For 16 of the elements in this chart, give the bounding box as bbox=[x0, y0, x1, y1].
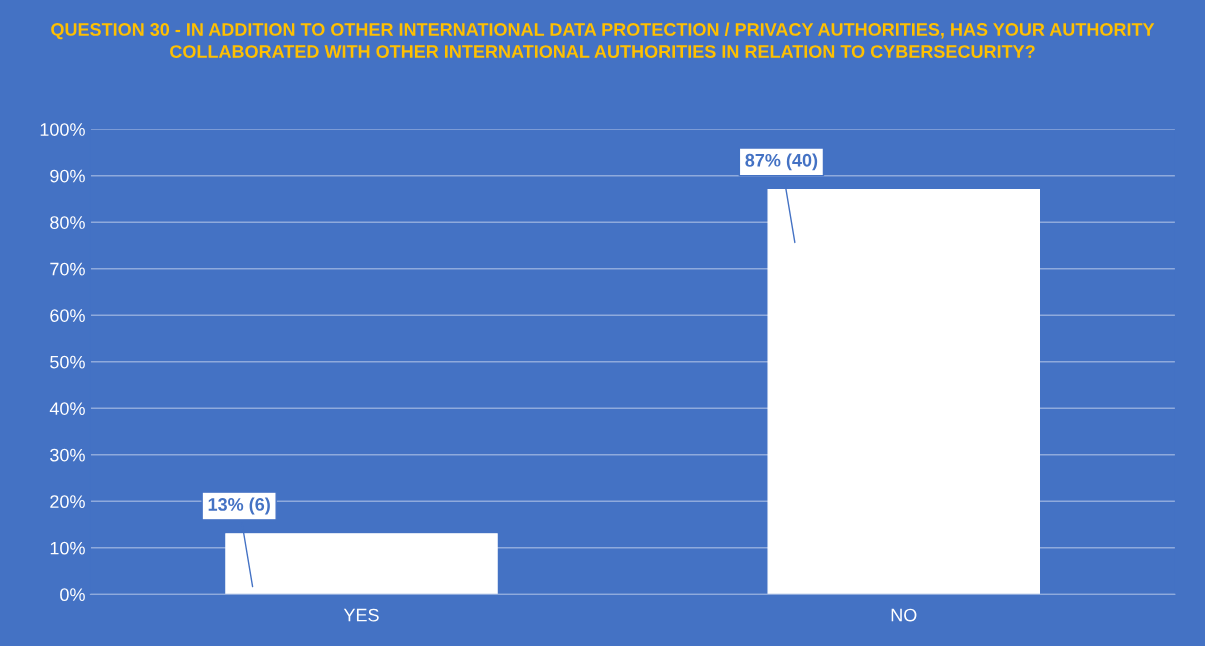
y-tick-label: 60% bbox=[50, 309, 85, 322]
x-tick-label: NO bbox=[891, 608, 917, 622]
y-tick-label: 50% bbox=[50, 355, 85, 369]
y-tick-label: 100% bbox=[40, 123, 85, 136]
data-label: 13% (6) bbox=[208, 497, 270, 515]
y-tick-label: 70% bbox=[50, 262, 85, 276]
chart-title: QUESTION 30 - IN ADDITION TO OTHER INTERNATIONAL DATA PROTECTION / PRIVACY AUTHORITIES, HAS YOUR AUTHORITY COLLABORATED WITH OTHER INTERNATIONAL AUTHORITIES IN RELATION TO CYBERSECURITY? bbox=[51, 22, 1155, 58]
y-tick-label: 80% bbox=[50, 216, 85, 229]
y-tick-label: 10% bbox=[50, 541, 85, 555]
y-tick-label: 0% bbox=[60, 588, 85, 602]
x-tick-label: YES bbox=[343, 608, 379, 622]
data-label: 87% (40) bbox=[745, 153, 818, 171]
y-tick-label: 30% bbox=[50, 448, 85, 462]
y-tick-label: 40% bbox=[49, 402, 85, 415]
y-tick-label: 90% bbox=[50, 169, 85, 183]
y-tick-label: 20% bbox=[50, 495, 85, 509]
